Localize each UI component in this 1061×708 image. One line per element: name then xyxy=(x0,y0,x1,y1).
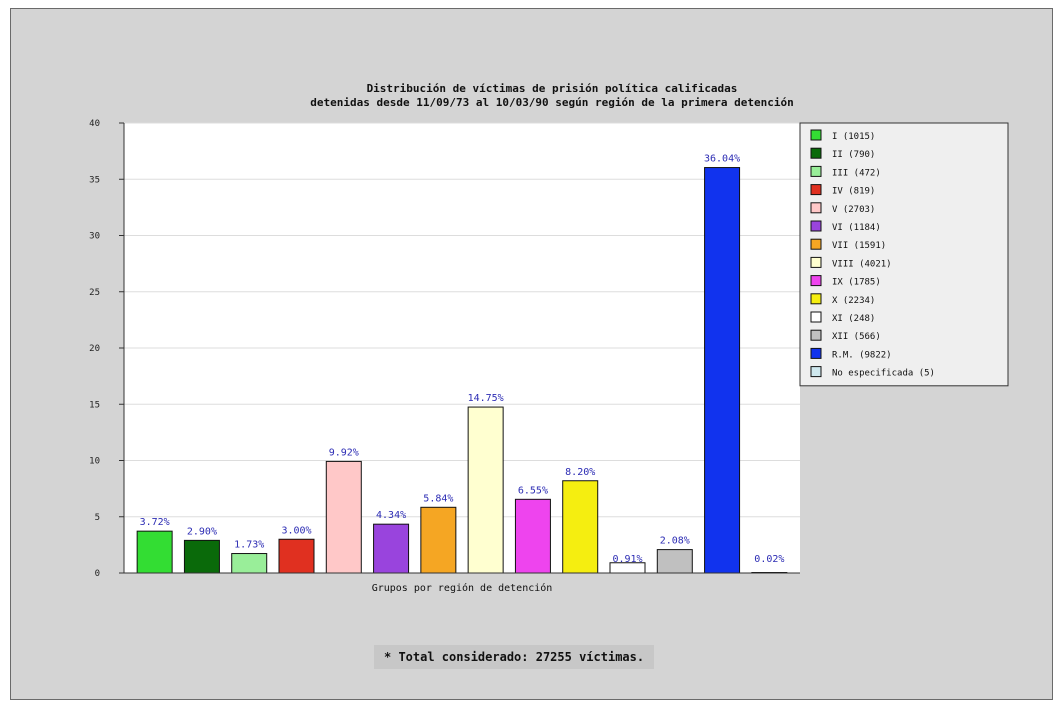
bar-chart: Distribución de víctimas de prisión polí… xyxy=(89,82,1009,594)
legend-label: III (472) xyxy=(832,168,881,178)
data-label: 4.34% xyxy=(376,510,406,521)
legend-box xyxy=(799,122,1009,387)
data-label: 2.08% xyxy=(660,536,690,547)
bars xyxy=(136,167,788,574)
data-label: 2.90% xyxy=(187,526,217,537)
legend-label: IX (1785) xyxy=(832,278,881,288)
data-label: 6.55% xyxy=(518,485,548,496)
x-axis-label: Grupos por región de detención xyxy=(372,582,553,594)
data-label: 14.75% xyxy=(468,393,504,404)
legend-swatch xyxy=(810,165,822,177)
legend-label: II (790) xyxy=(832,150,875,160)
y-tick-label: 0 xyxy=(95,569,100,579)
data-label: 3.72% xyxy=(140,517,170,528)
legend-swatch xyxy=(810,129,822,141)
bar xyxy=(325,460,362,574)
y-tick-label: 5 xyxy=(95,513,100,523)
y-tick-label: 40 xyxy=(89,119,100,129)
bar xyxy=(373,523,410,574)
legend-label: X (2234) xyxy=(832,296,875,306)
bar xyxy=(467,406,504,574)
data-label: 5.84% xyxy=(423,493,453,504)
data-labels: 3.72% 2.90% 1.73% 3.00% 9.92% 4.34% 5.84% 14.75… xyxy=(140,154,785,565)
legend-swatch xyxy=(810,293,822,305)
legend-swatch xyxy=(810,202,822,214)
data-label: 9.92% xyxy=(329,447,359,458)
legend-label: V (2703) xyxy=(832,205,875,215)
bar xyxy=(656,549,693,574)
legend-swatch xyxy=(810,147,822,159)
legend: I (1015) II (790) III (472) IV (819) V (2703… xyxy=(799,122,1009,387)
legend-swatch xyxy=(810,256,822,268)
legend-swatch xyxy=(810,275,822,287)
data-label: 8.20% xyxy=(565,467,595,478)
data-label: 1.73% xyxy=(234,540,264,551)
legend-label: VII (1591) xyxy=(832,241,886,251)
legend-label: I (1015) xyxy=(832,132,875,142)
chart-frame: Distribución de víctimas de prisión polí… xyxy=(10,8,1053,700)
y-axis: 0 5 10 15 20 25 30 35 40 xyxy=(89,119,125,579)
grid-lines xyxy=(124,122,800,518)
legend-label: R.M. (9822) xyxy=(832,350,892,360)
legend-swatch xyxy=(810,220,822,232)
y-tick-label: 15 xyxy=(89,400,100,410)
legend-label: IV (819) xyxy=(832,187,875,197)
bar xyxy=(704,167,741,574)
bar xyxy=(231,553,268,574)
chart-title-line-1: Distribución de víctimas de prisión polí… xyxy=(367,82,738,95)
legend-swatch xyxy=(810,238,822,250)
legend-swatch xyxy=(810,366,822,378)
legend-label: XII (566) xyxy=(832,332,881,342)
legend-label: VI (1184) xyxy=(832,223,881,233)
bar xyxy=(183,539,220,574)
y-tick-label: 10 xyxy=(89,457,100,467)
data-label: 0.02% xyxy=(754,554,784,565)
data-label: 3.00% xyxy=(281,525,311,536)
total-note: * Total considerado: 27255 víctimas. xyxy=(374,645,655,669)
bar xyxy=(136,530,173,574)
legend-swatch xyxy=(810,311,822,323)
bar xyxy=(514,498,551,574)
bar xyxy=(278,538,315,574)
legend-swatch xyxy=(810,329,822,341)
y-tick-label: 20 xyxy=(89,344,100,354)
legend-label: No especificada (5) xyxy=(832,369,935,379)
legend-swatch xyxy=(810,184,822,196)
legend-label: XI (248) xyxy=(832,314,875,324)
data-label: 36.04% xyxy=(704,154,740,165)
legend-swatch xyxy=(810,347,822,359)
chart-title-line-2: detenidas desde 11/09/73 al 10/03/90 seg… xyxy=(310,96,793,109)
y-tick-label: 35 xyxy=(89,175,100,185)
y-tick-label: 30 xyxy=(89,232,100,242)
bar xyxy=(562,480,599,574)
data-label: 0.91% xyxy=(612,554,642,565)
bar xyxy=(420,506,457,574)
legend-label: VIII (4021) xyxy=(832,259,892,269)
y-tick-label: 25 xyxy=(89,288,100,298)
